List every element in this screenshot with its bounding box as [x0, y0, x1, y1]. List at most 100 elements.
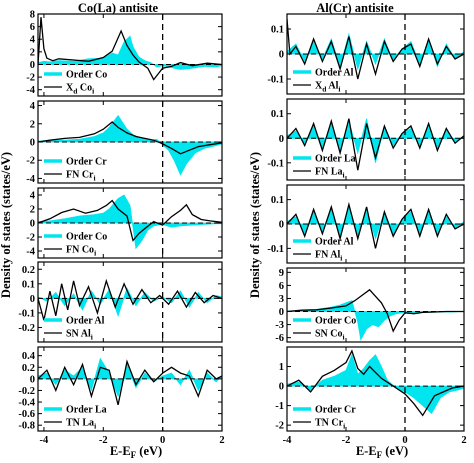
y-tick-label: -2 — [26, 233, 35, 244]
left-y-axis-label: Density of states (states/eV) — [0, 152, 13, 298]
series-line-sn-al-i — [38, 278, 222, 321]
y-tick-label: 0 — [30, 60, 35, 71]
y-tick-label: 0.2 — [22, 265, 35, 276]
x-tick-label: 2 — [461, 435, 466, 446]
y-tick-label: 2 — [30, 47, 35, 58]
y-tick-label: 8 — [30, 10, 35, 21]
y-tick-label: -4 — [26, 174, 35, 185]
plot-area — [287, 288, 464, 342]
plot-area — [38, 194, 222, 250]
right-column-title: Al(Cr) antisite — [316, 1, 394, 15]
legend: Order La FN Lai — [293, 154, 356, 180]
series-fill-order-co — [287, 300, 464, 342]
y-tick-label: 0 — [30, 219, 35, 230]
right-panel-2: -0.1 0 0.1 Order La FN Lai — [267, 98, 465, 181]
series-line-x-d-al-i — [287, 18, 464, 80]
legend-label: Xd Coi — [66, 83, 94, 96]
series-line-fn-la-i — [287, 118, 464, 171]
legend: Order Cr FN Cri — [44, 157, 107, 183]
y-tick-label: 0 — [30, 138, 35, 149]
x-tick-label: -2 — [342, 435, 351, 446]
series-fill-order-cr — [287, 353, 464, 415]
y-tick-label: -0.2 — [18, 323, 35, 334]
series-line-tn-la-i — [38, 359, 222, 406]
right-y-axis-label: Density of states (states/eV) — [248, 152, 262, 298]
legend: Order Al FN Ali — [293, 237, 354, 263]
left-column-title: Co(La) antisite — [78, 1, 159, 15]
plot-area — [38, 114, 222, 176]
legend-label: FN Lai — [315, 167, 345, 180]
legend-label: FN Ali — [315, 250, 342, 263]
legend-label: Order Co — [66, 70, 107, 81]
legend-label: Order La — [66, 405, 107, 416]
legend-label: Order Al — [66, 316, 105, 327]
right-panel-4: -6 -3 0 3 6 9 Order Co SN Coi — [275, 267, 465, 344]
legend: Order Co FN Coi — [44, 232, 107, 258]
legend-label: Order Al — [315, 237, 354, 248]
panel-frame — [286, 98, 465, 181]
y-tick-label: -4 — [26, 85, 35, 96]
y-tick-label: -0.6 — [18, 409, 35, 420]
plot-area — [287, 349, 464, 417]
legend: Order Cr TN Cri — [293, 405, 356, 431]
y-tick-label: -0.1 — [267, 244, 284, 255]
x-tick-label: 0 — [402, 435, 407, 446]
y-tick-label: 0 — [279, 220, 284, 231]
left-panel-2: -4 -2 0 2 4 Order Cr FN Cri — [26, 100, 223, 185]
y-tick-label: 9 — [279, 268, 284, 279]
legend-label: Order Al — [315, 68, 354, 79]
plot-area — [38, 278, 222, 321]
y-tick-label: 0 — [279, 50, 284, 61]
series-line-fn-al-i — [287, 201, 464, 249]
panel-frame — [286, 267, 465, 343]
y-tick-label: -0.2 — [18, 386, 35, 397]
legend-label: FN Cri — [66, 170, 96, 183]
y-tick-label: 0.2 — [22, 363, 35, 374]
plot-area — [287, 201, 464, 249]
y-tick-label: -0.1 — [18, 308, 35, 319]
x-tick-label: -2 — [99, 435, 108, 446]
legend: Order Co SN Coi — [293, 316, 356, 342]
right-panel-3: -0.1 0 0.1 Order Al FN Ali — [267, 184, 465, 264]
legend-label: Order Cr — [315, 405, 356, 416]
y-tick-label: -2 — [275, 421, 284, 432]
x-tick-label: -4 — [283, 435, 292, 446]
y-tick-label: 0.1 — [271, 195, 284, 206]
plot-area — [287, 18, 464, 80]
legend-label: SN Coi — [315, 329, 345, 342]
left-x-axis-label: E-EF (eV) — [110, 444, 162, 460]
y-tick-label: 0 — [279, 134, 284, 145]
y-tick-label: 4 — [30, 101, 36, 112]
legend: Order Al SN Ali — [44, 316, 105, 342]
y-tick-label: 0 — [279, 382, 284, 393]
y-tick-label: -0.8 — [18, 421, 35, 432]
legend-label: Order Co — [66, 232, 107, 243]
series-line-fn-co-i — [38, 199, 222, 242]
panel-frame — [37, 261, 223, 343]
y-tick-label: -2 — [26, 156, 35, 167]
series-line-sn-co-i — [287, 288, 464, 333]
legend-label: SN Ali — [66, 329, 93, 342]
y-tick-label: 0.1 — [271, 109, 284, 120]
panel-frame — [286, 346, 465, 432]
left-panel-4: -0.2 -0.1 0 0.1 0.2 Order Al SN Ali — [18, 261, 223, 343]
y-tick-label: -0.4 — [18, 398, 35, 409]
legend: Order Co Xd Coi — [44, 70, 107, 96]
legend-label: Order La — [315, 154, 356, 165]
y-tick-label: 0 — [30, 294, 35, 305]
y-tick-label: 1 — [279, 362, 284, 373]
y-tick-label: -2 — [26, 73, 35, 84]
right-panel-5: -2 -1 0 1 -4 -2 0 2 Order Cr TN Cri — [275, 346, 467, 446]
right-x-axis-label: E-EF (eV) — [356, 444, 408, 460]
y-tick-label: -0.1 — [267, 158, 284, 169]
y-tick-label: 0 — [279, 307, 284, 318]
legend-label: TN Cri — [315, 418, 345, 431]
legend: Order Al Xd Ali — [293, 68, 354, 94]
legend-label: FN Coi — [66, 245, 96, 258]
series-line-tn-cr-i — [287, 349, 464, 417]
x-tick-label: -4 — [40, 435, 49, 446]
series-fill-order-al — [38, 287, 222, 318]
legend-label: TN Lai — [66, 418, 96, 431]
y-tick-label: 6 — [30, 22, 35, 33]
series-fill-order-al — [287, 205, 464, 240]
